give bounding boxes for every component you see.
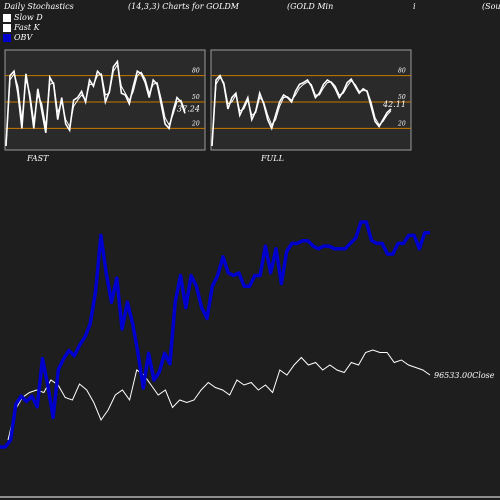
chart-title: Daily Stochastics [4, 2, 74, 11]
chart-params: (14,3,3) Charts for GOLDM [128, 2, 239, 11]
fast-last-value-label: 37.24 [177, 104, 200, 113]
full-y-tick-label: 80 [398, 68, 406, 75]
full-panel-frame [210, 49, 412, 151]
fast-slow-d-line [5, 63, 186, 147]
full-y-tick-label: 50 [398, 94, 406, 101]
full-panel-title: FULL [260, 154, 284, 163]
fast-y-tick-label: 50 [192, 94, 200, 101]
close-price-line [7, 349, 431, 441]
legend-swatch [3, 13, 11, 22]
fast-y-tick-label: 20 [191, 120, 200, 127]
legend-label: Slow D [14, 13, 43, 22]
legend-swatch [3, 23, 11, 32]
legend-fast-k: Fast K [3, 23, 40, 32]
header-extra: i [413, 2, 416, 11]
legend-label: OBV [14, 33, 33, 42]
source-label: (Sou [482, 2, 500, 11]
fast-y-tick-label: 80 [192, 68, 200, 75]
full-slow-d-line [211, 76, 392, 147]
legend-label: Fast K [14, 23, 40, 32]
fast-panel-title: FAST [26, 154, 49, 163]
instrument-name: (GOLD Min [287, 2, 334, 11]
full-last-value-label: 42.11 [382, 100, 406, 109]
legend-swatch [3, 33, 11, 42]
legend-obv: OBV [3, 33, 32, 42]
full-y-tick-label: 20 [397, 120, 406, 127]
obv-line [0, 220, 430, 449]
legend-slow-d: Slow D [3, 13, 43, 22]
close-value-label: 96533.00Close [434, 371, 495, 380]
